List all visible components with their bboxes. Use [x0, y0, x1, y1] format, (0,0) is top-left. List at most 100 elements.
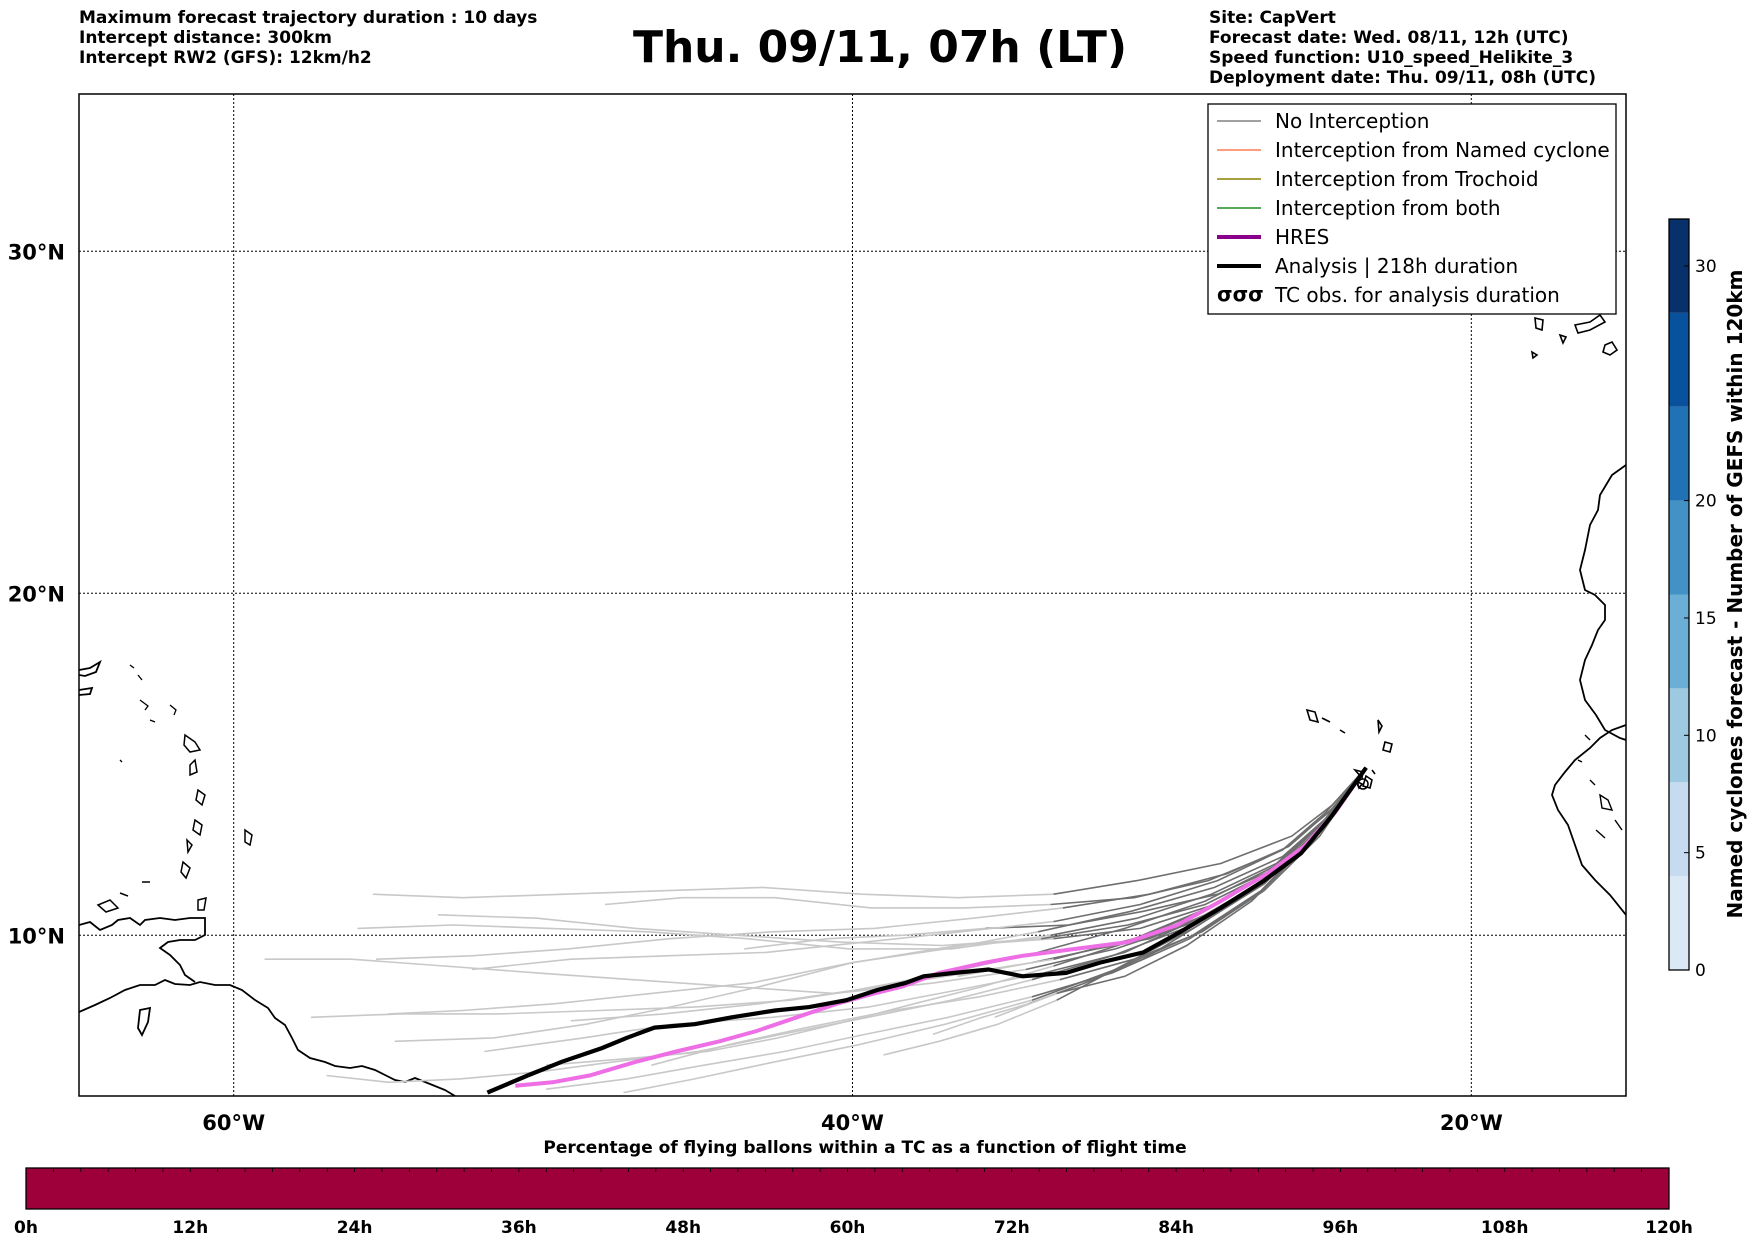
- south-america-coast: [79, 979, 456, 1096]
- africa-coast: [1551, 464, 1626, 916]
- cyclone-count-colorbar: 0 5 10 15 20 30 Named cyclones forecast - Num…: [1668, 218, 1747, 981]
- colorbar-tick-label: 5: [1695, 844, 1706, 864]
- flight-time-tick-label: 48h: [665, 1218, 701, 1238]
- ensemble-trajectory: [744, 927, 986, 950]
- colorbar-label: Named cyclones forecast - Number of GEFS…: [1723, 270, 1747, 919]
- lon-tick-label: 60°W: [202, 1111, 265, 1135]
- intercept-distance-text: Intercept distance: 300km: [79, 28, 332, 48]
- colorbar-segment: [1669, 876, 1689, 970]
- trinidad: [137, 1006, 152, 1037]
- colorbar-segment: [1669, 219, 1689, 313]
- legend-label: Interception from both: [1275, 196, 1501, 220]
- flight-time-tick-label: 84h: [1158, 1218, 1194, 1238]
- colorbar-segment: [1669, 500, 1689, 595]
- colorbar-tick-label: 15: [1695, 609, 1717, 629]
- colorbar-tick-label: 0: [1695, 961, 1706, 981]
- ensemble-trajectory: [1053, 767, 1367, 967]
- ensemble-trajectory: [1053, 767, 1367, 895]
- lon-tick-label: 40°W: [821, 1111, 884, 1135]
- flight-time-tick-label: 60h: [830, 1218, 866, 1238]
- canary-islands: [1530, 313, 1619, 360]
- legend-label: Analysis | 218h duration: [1275, 254, 1518, 278]
- legend-label: HRES: [1275, 225, 1329, 249]
- ensemble-trajectory: [1041, 767, 1367, 940]
- coastlines: [79, 313, 1626, 1096]
- colorbar-segment: [1669, 782, 1689, 877]
- forecast-date-text: Forecast date: Wed. 08/11, 12h (UTC): [1209, 28, 1569, 48]
- ensemble-trajectory: [1056, 767, 1367, 1001]
- ensemble-trajectory: [484, 972, 1045, 1053]
- ensemble-trajectory: [1037, 767, 1367, 933]
- ensemble-trajectory: [357, 924, 1051, 950]
- ensemble-trajectory: [1062, 767, 1367, 909]
- launch-site-marker: [1357, 778, 1369, 790]
- ensemble-trajectory: [310, 958, 1054, 1019]
- ensemble-trajectory: [388, 931, 1039, 1015]
- puerto-rico: [79, 659, 102, 696]
- colorbar-tick-label: 30: [1695, 257, 1717, 277]
- flight-time-colorbar-fill: [25, 1167, 1670, 1210]
- flight-time-colorbar-title: Percentage of flying ballons within a TC…: [543, 1138, 1186, 1158]
- flight-time-tick-label: 12h: [172, 1218, 208, 1238]
- lat-tick-label: 20°N: [8, 582, 65, 606]
- ensemble-trajectory: [994, 992, 1057, 1019]
- flight-time-colorbar: Percentage of flying ballons within a TC…: [14, 1138, 1693, 1238]
- deployment-date-text: Deployment date: Thu. 09/11, 08h (UTC): [1209, 68, 1596, 88]
- ensemble-trajectory: [372, 886, 1054, 899]
- flight-time-tick-label: 0h: [14, 1218, 38, 1238]
- ensemble-trajectory: [471, 920, 1054, 971]
- ensemble-trajectory: [1044, 767, 1367, 974]
- ensemble-trajectory: [326, 978, 1033, 1084]
- lat-tick-label: 30°N: [8, 240, 65, 264]
- colorbar-tick-label: 10: [1695, 726, 1717, 746]
- flight-time-tick-label: 120h: [1645, 1218, 1693, 1238]
- flight-time-tick-label: 24h: [337, 1218, 373, 1238]
- cape-verde-islands: [1305, 708, 1393, 790]
- colorbar-segment: [1669, 594, 1689, 689]
- axis-tick-labels: 60°W 40°W 20°W 30°N 20°N 10°N: [8, 240, 1503, 1135]
- ensemble-trajectory: [883, 999, 1058, 1056]
- colorbar-segment: [1669, 312, 1689, 407]
- virgin-islands: [119, 664, 177, 763]
- ensemble-trajectory: [546, 965, 1054, 1066]
- flight-time-tick-label: 72h: [994, 1218, 1030, 1238]
- lat-tick-label: 10°N: [8, 924, 65, 948]
- legend-label: Interception from Named cyclone: [1275, 138, 1610, 162]
- lesser-antilles: [180, 733, 253, 911]
- flight-time-tick-label: 96h: [1323, 1218, 1359, 1238]
- flight-time-tick-label: 108h: [1481, 1218, 1529, 1238]
- legend-label: TC obs. for analysis duration: [1274, 283, 1560, 307]
- map-frame: [78, 93, 1627, 1097]
- venezuela-coast: [79, 917, 206, 983]
- max-duration-text: Maximum forecast trajectory duration : 1…: [79, 8, 538, 28]
- lon-tick-label: 20°W: [1440, 1111, 1503, 1135]
- curacao: [96, 881, 150, 913]
- speed-function-text: Speed function: U10_speed_Helikite_3: [1209, 48, 1574, 68]
- trajectory-layer: [264, 766, 1368, 1095]
- ensemble-trajectory: [570, 951, 1039, 1022]
- hres-trajectory: [515, 766, 1368, 1088]
- colorbar-tick-label: 20: [1695, 492, 1717, 512]
- colorbar-segment: [1669, 688, 1689, 783]
- page-title: Thu. 09/11, 07h (LT): [632, 22, 1128, 73]
- ensemble-trajectory: [375, 907, 1063, 960]
- colorbar-segment: [1669, 406, 1689, 501]
- legend-box: [1207, 103, 1617, 315]
- intercept-rw2-text: Intercept RW2 (GFS): 12km/h2: [79, 48, 372, 68]
- flight-time-tick-label: 36h: [501, 1218, 537, 1238]
- legend-label: No Interception: [1275, 109, 1429, 133]
- legend: No Interception Interception from Named c…: [1207, 103, 1617, 315]
- site-text: Site: CapVert: [1209, 8, 1336, 28]
- ensemble-trajectory: [546, 996, 1033, 1090]
- forecast-parameters: Maximum forecast trajectory duration : 1…: [79, 8, 537, 68]
- ensemble-trajectory: [623, 999, 1033, 1094]
- ensemble-trajectory: [932, 1002, 1030, 1036]
- cyclone-symbol-icon: σσσ: [1217, 282, 1264, 306]
- ensemble-trajectory: [437, 914, 1042, 947]
- senegal-islands: [1577, 734, 1623, 839]
- ensemble-trajectory: [604, 896, 1051, 909]
- analysis-trajectory: [486, 766, 1368, 1095]
- legend-label: Interception from Trochoid: [1275, 167, 1539, 191]
- colorbar-frame: [1668, 218, 1690, 971]
